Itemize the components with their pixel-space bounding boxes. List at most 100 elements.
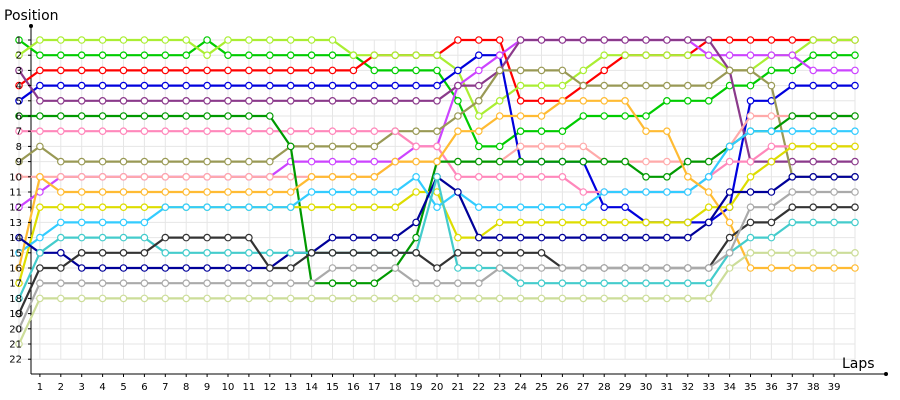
x-tick-label: 35 [744, 382, 757, 393]
series-point [328, 36, 337, 44]
x-tick-label: 38 [807, 382, 820, 393]
series-point [286, 97, 295, 105]
series-point [600, 203, 609, 212]
series-point [77, 157, 86, 166]
series-point [767, 127, 776, 136]
series-point [579, 233, 588, 242]
series-point [245, 203, 253, 212]
series-point [851, 264, 859, 272]
series-point [495, 66, 504, 75]
series-point [767, 51, 776, 60]
series-point [370, 188, 379, 196]
x-tick-label: 5 [120, 382, 126, 393]
series-point [621, 188, 629, 196]
series-point [621, 51, 629, 60]
series-point [495, 233, 504, 242]
series-point [77, 279, 86, 288]
series-point [203, 36, 211, 44]
series-point [119, 81, 128, 90]
series-point [182, 112, 191, 120]
series-15 [15, 173, 859, 303]
series-point [98, 81, 107, 90]
series-point [98, 203, 107, 212]
series-point [433, 279, 441, 288]
series-point [286, 249, 295, 257]
series-point [56, 233, 65, 242]
series-point [579, 66, 588, 75]
x-tick-label: 31 [661, 382, 674, 393]
x-tick-label: 36 [765, 382, 778, 393]
series-point [412, 51, 420, 60]
series-point [537, 36, 546, 44]
series-point [454, 97, 462, 105]
series-point [328, 51, 337, 60]
series-point [642, 188, 650, 196]
series-point [558, 279, 567, 288]
series-point [36, 294, 44, 303]
series-point [516, 233, 525, 242]
x-tick-label: 23 [493, 382, 506, 393]
series-point [349, 233, 358, 242]
series-point [537, 142, 546, 151]
series-point [621, 36, 629, 44]
series-point [683, 51, 692, 60]
series-point [391, 264, 400, 272]
series-point [579, 36, 588, 44]
series-point [307, 66, 316, 75]
series-point [349, 249, 358, 257]
series-point [203, 279, 211, 288]
series-point [307, 249, 316, 257]
series-point [579, 264, 588, 272]
series-point [56, 264, 65, 272]
series-point [15, 51, 23, 60]
series-point [621, 233, 629, 242]
series-point [767, 203, 776, 212]
series-point [265, 203, 274, 212]
y-tick-label: 14 [9, 233, 22, 244]
x-tick-label: 30 [640, 382, 653, 393]
x-tick-label: 1 [37, 382, 43, 393]
x-tick-label: 29 [619, 382, 632, 393]
series-point [286, 294, 295, 303]
series-point [809, 127, 818, 136]
series-point [516, 249, 525, 257]
series-point [224, 173, 232, 181]
series-point [140, 66, 149, 75]
series-point [36, 127, 44, 136]
series-point [412, 97, 420, 105]
series-point [516, 112, 525, 120]
series-point [224, 294, 232, 303]
series-point [119, 279, 128, 288]
series-point [161, 233, 170, 242]
series-point [788, 36, 797, 44]
series-point [558, 173, 567, 181]
series-point [788, 218, 797, 227]
series-point [537, 249, 546, 257]
series-point [433, 203, 441, 212]
series-point [851, 188, 859, 196]
series-point [579, 203, 588, 212]
series-point [182, 81, 191, 90]
series-point [767, 36, 776, 44]
series-point [495, 249, 504, 257]
series-point [621, 157, 629, 166]
series-point [391, 233, 400, 242]
series-point [704, 203, 713, 212]
series-point [433, 66, 441, 75]
series-point [516, 127, 525, 136]
series-point [349, 173, 358, 181]
series-point [851, 66, 859, 75]
y-tick-label: 22 [9, 355, 22, 366]
series-point [495, 173, 504, 181]
series-point [161, 279, 170, 288]
series-point [537, 97, 546, 105]
x-tick-label: 32 [681, 382, 694, 393]
series-point [286, 127, 295, 136]
series-point [161, 81, 170, 90]
series-point [224, 233, 232, 242]
series-point [370, 264, 379, 272]
series-point [98, 233, 107, 242]
series-point [36, 249, 44, 257]
series-point [15, 36, 23, 44]
series-point [161, 127, 170, 136]
